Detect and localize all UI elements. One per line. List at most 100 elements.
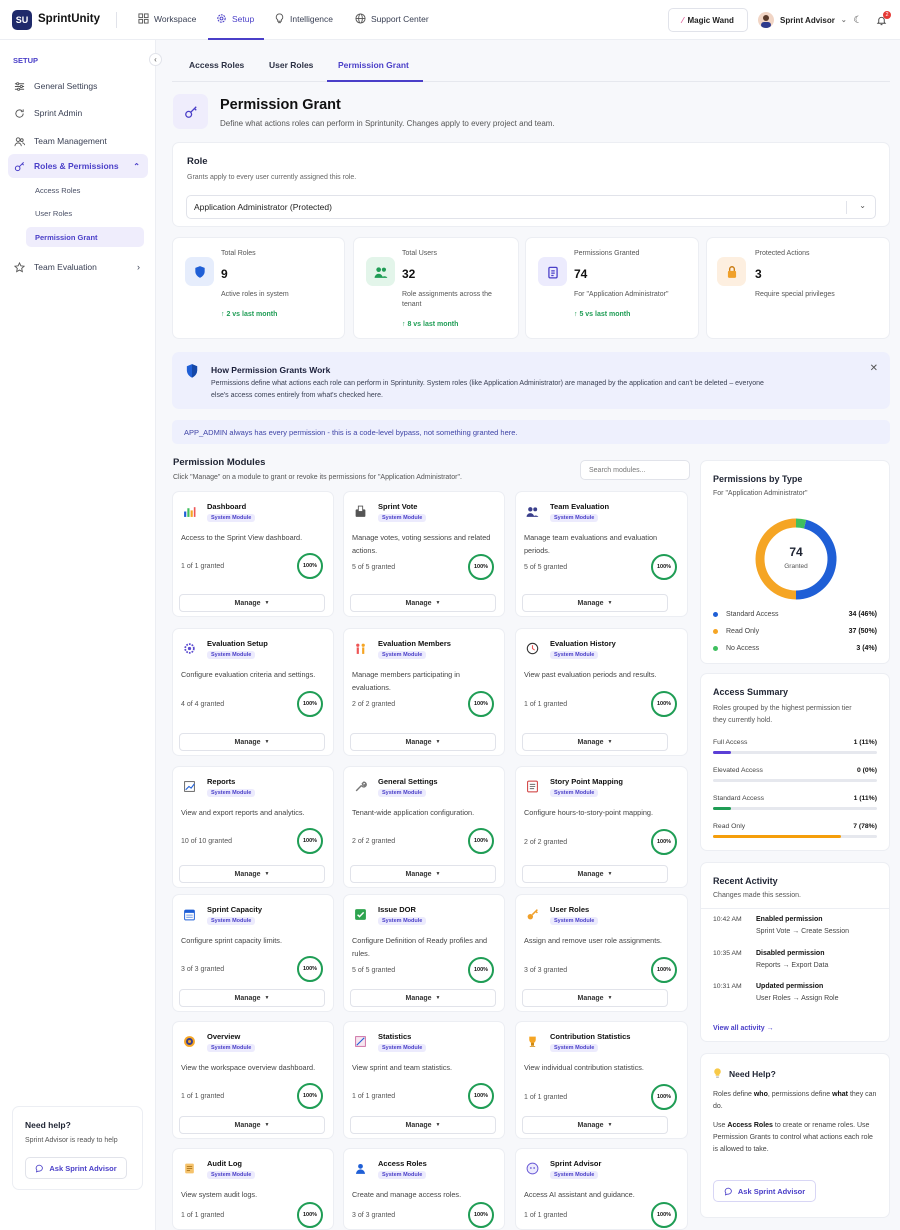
nav-label: Support Center (371, 13, 429, 24)
legend-dot (713, 629, 718, 634)
user-menu[interactable]: Sprint Advisor ⌄ (758, 10, 855, 30)
permissions-by-type-card: Permissions by Type For "Application Adm… (700, 460, 890, 664)
app-logo[interactable]: SU (12, 10, 32, 30)
magic-wand-button[interactable]: ⁄ Magic Wand (668, 8, 748, 32)
tab-user-roles[interactable]: User Roles (269, 60, 314, 70)
manage-button[interactable]: Manage ▼ (522, 594, 668, 612)
donut-total: 74 (789, 545, 803, 559)
nav-setup[interactable]: Setup (216, 13, 254, 24)
sidebar-item-roles-permissions[interactable]: Roles & Permissions ⌃ (8, 154, 148, 178)
caret-down-icon: ▼ (607, 995, 613, 1001)
tier-bar-fill (713, 807, 732, 810)
button-label: Manage (577, 870, 604, 878)
recent-activity-card: Recent Activity Changes made this sessio… (700, 862, 890, 1042)
button-label: Ask Sprint Advisor (737, 1186, 806, 1196)
module-card-statistics: Statistics System Module View sprint and… (343, 1021, 505, 1139)
manage-button[interactable]: Manage ▼ (350, 594, 496, 612)
sidebar-item-sprint-admin[interactable]: Sprint Admin (8, 101, 148, 125)
module-card-team-evaluation: Team Evaluation System Module Manage tea… (515, 491, 688, 617)
sidebar-subitem-permission-grant[interactable]: Permission Grant (26, 227, 144, 247)
system-module-badge: System Module (550, 789, 599, 797)
manage-button[interactable]: Manage ▼ (350, 989, 496, 1007)
module-description: View sprint and team statistics. (352, 1063, 453, 1072)
manage-button[interactable]: Manage ▼ (350, 733, 496, 751)
tier-bar (713, 835, 877, 838)
tab-access-roles[interactable]: Access Roles (189, 60, 245, 70)
caret-down-icon: ▼ (607, 600, 613, 606)
module-progress-ring: 100% (468, 1202, 494, 1228)
caret-down-icon: ▼ (264, 739, 270, 745)
gear-icon (181, 640, 197, 656)
sidebar-item-team-management[interactable]: Team Management (8, 129, 148, 153)
module-granted-count: 4 of 4 granted (181, 701, 225, 708)
activity-title: Disabled permission (756, 950, 825, 957)
manage-button[interactable]: Manage ▼ (522, 733, 668, 751)
module-name: Statistics (378, 1032, 412, 1041)
sidebar-subitem-access-roles[interactable]: Access Roles (26, 180, 144, 200)
chevron-left-icon: ‹ (154, 55, 157, 64)
module-name: Sprint Advisor (550, 1159, 602, 1168)
gear-icon (217, 14, 226, 23)
sidebar-collapse-button[interactable]: ‹ (149, 53, 162, 66)
tier-bar (713, 779, 877, 782)
module-card-sprint-advisor: Sprint Advisor System Module Access AI a… (515, 1148, 688, 1230)
sidebar-item-team-evaluation[interactable]: Team Evaluation › (8, 255, 148, 279)
notifications-button[interactable] (873, 12, 889, 28)
module-card-overview: Overview System Module View the workspac… (172, 1021, 334, 1139)
button-label: Manage (234, 870, 261, 878)
tier-value: 1 (11%) (853, 739, 877, 746)
ask-sprint-advisor-button[interactable]: Ask Sprint Advisor (25, 1157, 127, 1179)
manage-button[interactable]: Manage ▼ (522, 1116, 668, 1134)
button-label: Manage (234, 994, 261, 1002)
nav-intelligence[interactable]: Intelligence (274, 13, 333, 24)
info-text: Permissions define what actions each rol… (211, 380, 764, 399)
star-icon (14, 261, 25, 273)
ask-sprint-advisor-button[interactable]: Ask Sprint Advisor (713, 1180, 816, 1202)
module-card-sprint-capacity: Sprint Capacity System Module Configure … (172, 894, 334, 1012)
close-icon[interactable]: ✕ (869, 363, 878, 374)
magic-wand-icon: ⁄ (682, 15, 684, 25)
module-granted-count: 2 of 2 granted (524, 839, 568, 846)
manage-button[interactable]: Manage ▼ (350, 1116, 496, 1134)
module-progress-ring: 100% (651, 554, 677, 580)
module-progress-ring: 100% (468, 1083, 494, 1109)
sidebar-subitem-user-roles[interactable]: User Roles (26, 203, 144, 223)
system-module-badge: System Module (378, 917, 427, 925)
system-module-badge: System Module (207, 1044, 256, 1052)
tier-bar-fill (713, 751, 732, 754)
module-card-sprint-vote: Sprint Vote System Module Manage votes, … (343, 491, 505, 617)
donut-total-label: Granted (784, 563, 808, 570)
manage-button[interactable]: Manage ▼ (179, 594, 325, 612)
role-select[interactable]: Application Administrator (Protected) ⌄ (186, 195, 876, 219)
manage-button[interactable]: Manage ▼ (522, 989, 668, 1007)
sidebar-item-general-settings[interactable]: General Settings (8, 74, 148, 98)
stat-value: 3 (755, 267, 762, 281)
tab-permission-grant[interactable]: Permission Grant (338, 60, 409, 70)
shield-icon (185, 257, 214, 286)
manage-button[interactable]: Manage ▼ (350, 865, 496, 883)
tier-label: Elevated Access (713, 767, 763, 774)
module-granted-count: 5 of 5 granted (352, 967, 396, 974)
chart-icon (181, 503, 197, 519)
module-card-evaluation-history: Evaluation History System Module View pa… (515, 628, 688, 756)
manage-button[interactable]: Manage ▼ (522, 865, 668, 883)
theme-toggle[interactable]: ☾ (850, 12, 866, 28)
caret-down-icon: ▼ (435, 871, 441, 877)
view-all-activity-link[interactable]: View all activity → (713, 1025, 774, 1032)
manage-button[interactable]: Manage ▼ (179, 1116, 325, 1134)
module-name: Team Evaluation (550, 502, 610, 511)
sidebar-item-label: Team Evaluation (34, 262, 97, 272)
user-icon (352, 1160, 368, 1176)
tier-label: Standard Access (713, 795, 765, 802)
manage-button[interactable]: Manage ▼ (179, 989, 325, 1007)
nav-workspace[interactable]: Workspace (138, 13, 196, 24)
manage-button[interactable]: Manage ▼ (179, 733, 325, 751)
manage-button[interactable]: Manage ▼ (179, 865, 325, 883)
module-granted-count: 1 of 1 granted (524, 1212, 568, 1219)
search-modules-input[interactable]: Search modules... (580, 460, 690, 480)
users-icon (14, 136, 25, 146)
module-name: Sprint Vote (378, 502, 418, 511)
nav-support-center[interactable]: Support Center (355, 13, 429, 24)
legend-label: No Access (726, 645, 760, 652)
page-icon (173, 94, 208, 129)
